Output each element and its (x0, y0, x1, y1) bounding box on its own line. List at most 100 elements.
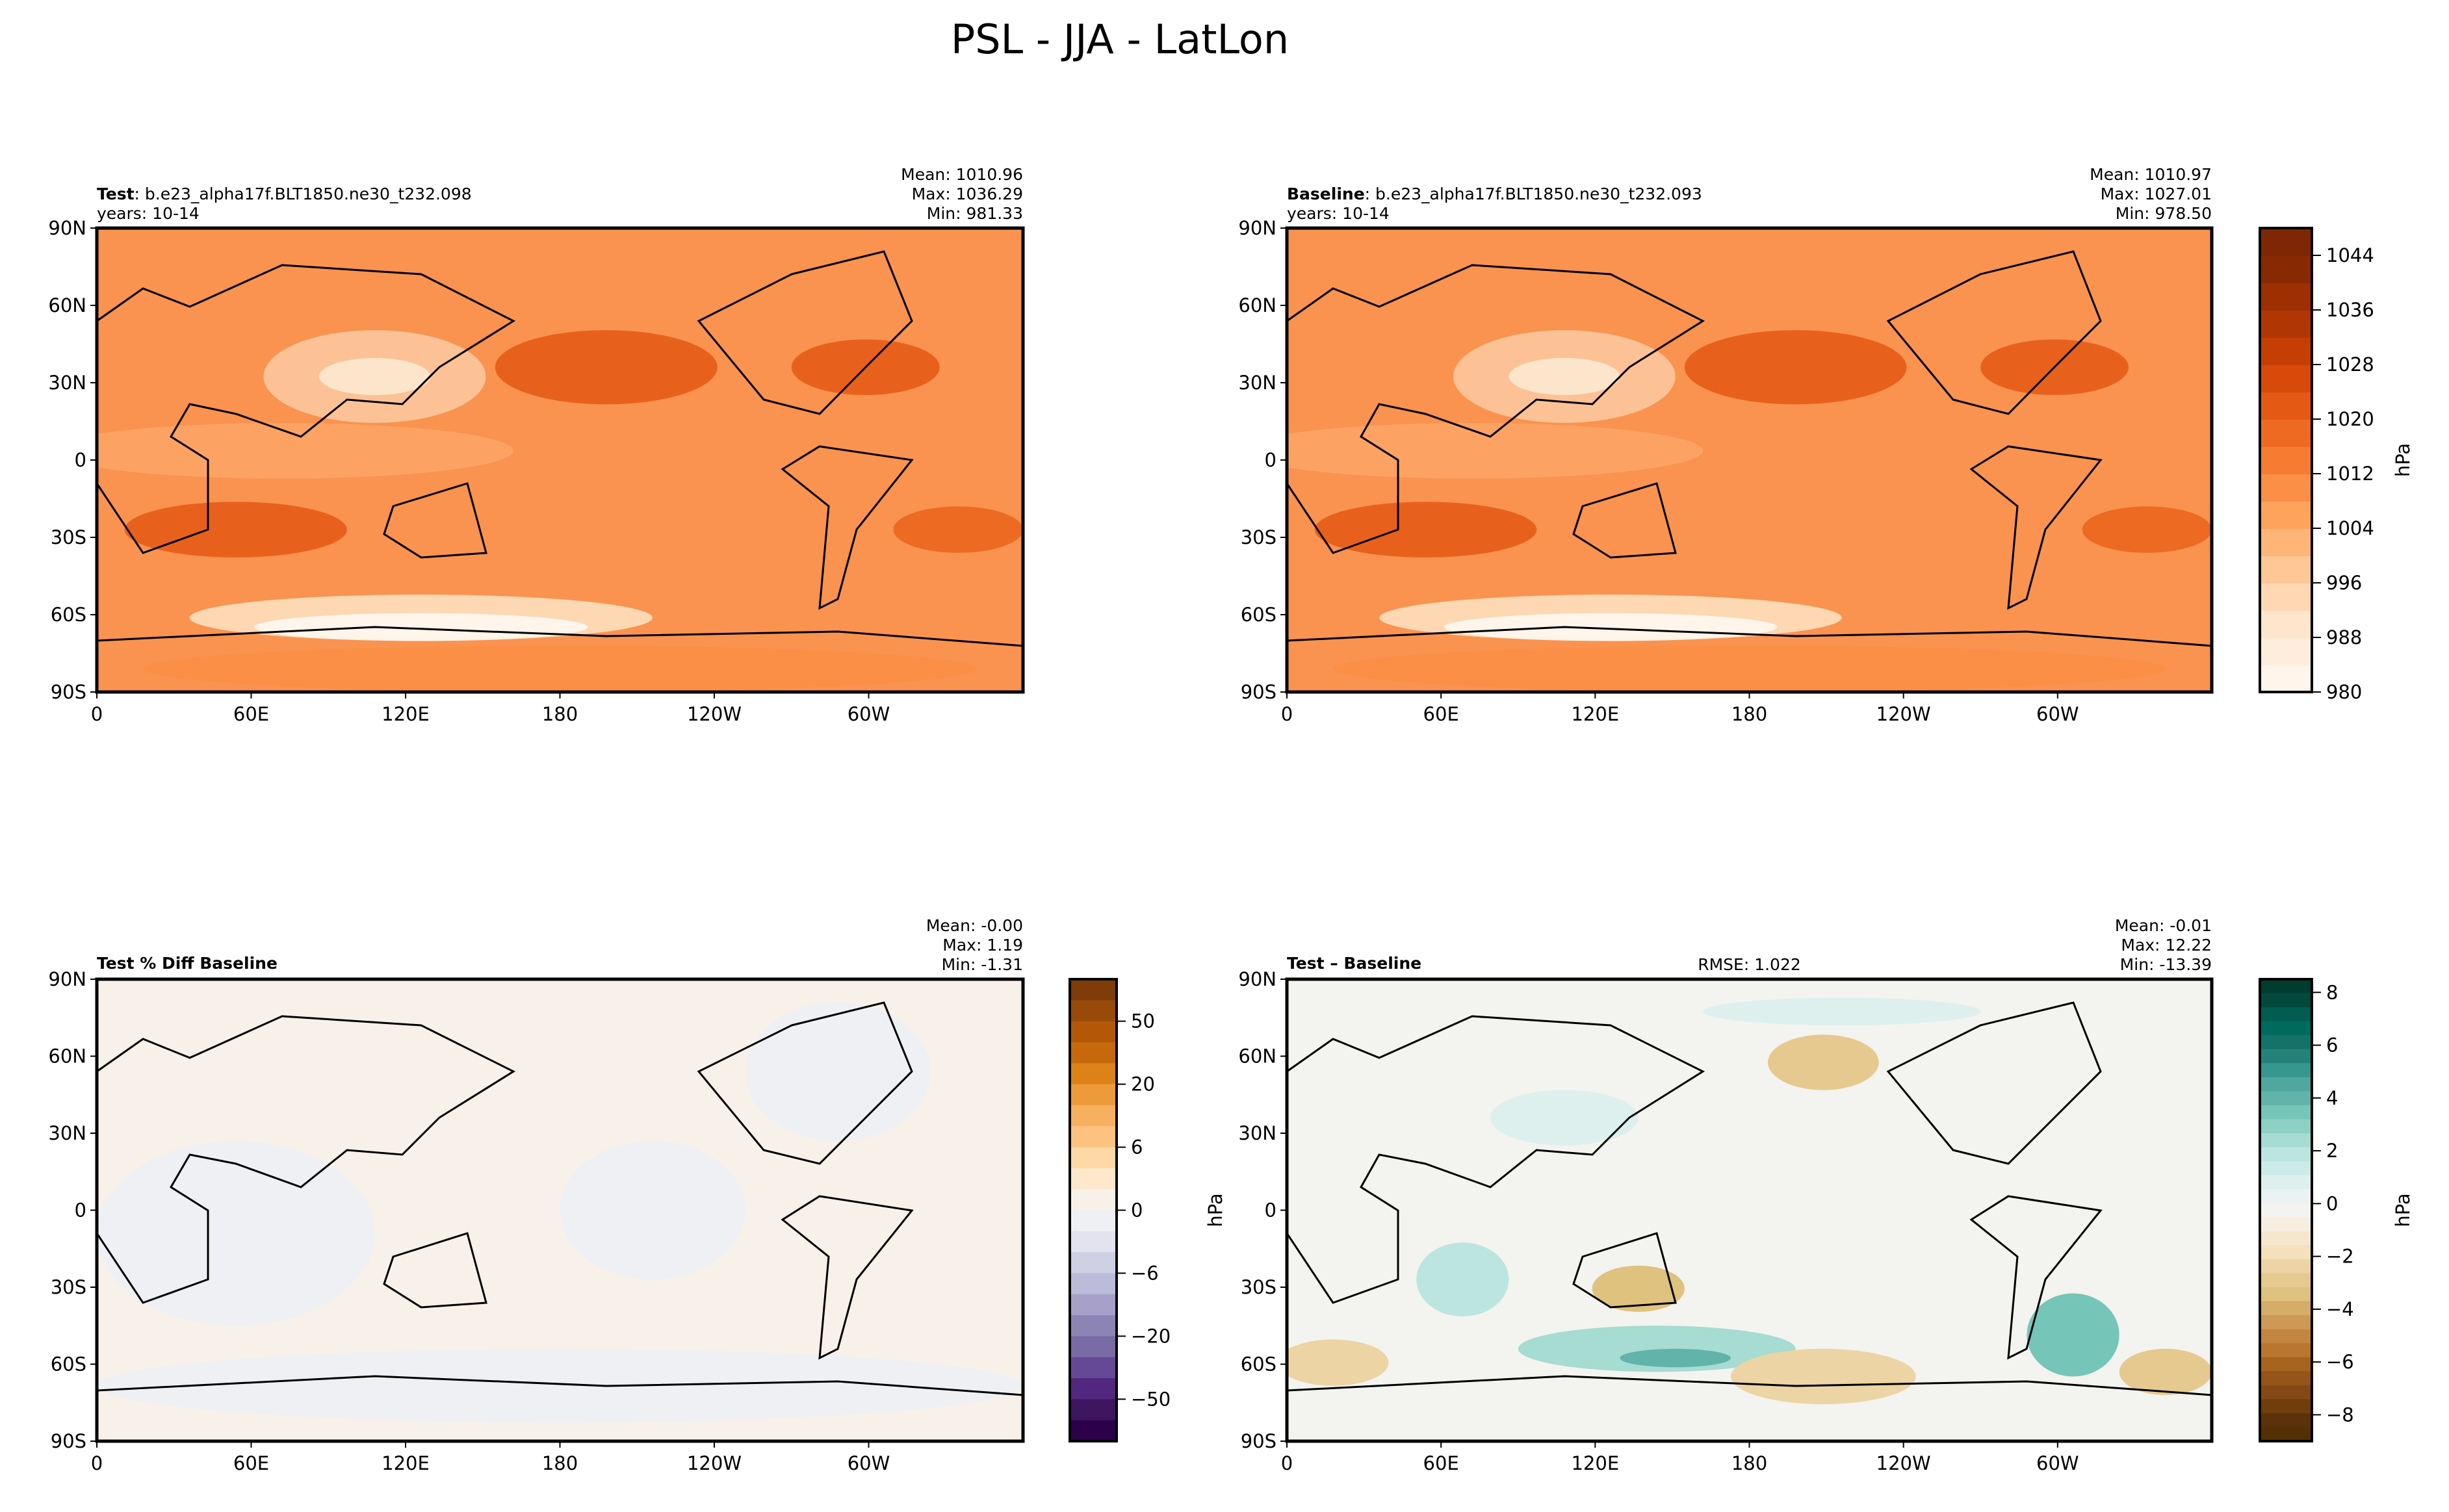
coastline (1287, 626, 2212, 692)
colorbar-tick-label: −20 (1131, 1325, 1171, 1347)
panel-title: Test % Diff Baseline (97, 954, 278, 973)
colorbar-abs: 980 988 996 1004 1012 1020 1028 1036 1044 hPa (2259, 227, 2414, 703)
field-contour (1314, 502, 1537, 557)
colorbar-swatch (1070, 1399, 1117, 1421)
colorbar-tick-label: 6 (2326, 1034, 2338, 1057)
colorbar-swatch (2260, 1385, 2312, 1400)
colorbar-swatch (2260, 419, 2312, 447)
colorbar-swatch (2260, 1147, 2312, 1162)
colorbar-swatch (2260, 1301, 2312, 1316)
y-tick-label: 30N (48, 372, 86, 394)
colorbar-tick-label: 1020 (2326, 408, 2374, 430)
colorbar-swatch (2260, 1049, 2312, 1064)
panel-stat: Max: 1036.29 (912, 185, 1023, 203)
x-tick-label: 180 (1731, 1452, 1767, 1474)
colorbar-swatch (2260, 392, 2312, 420)
y-tick-label: 0 (75, 1199, 86, 1222)
colorbar-swatch (2260, 1189, 2312, 1204)
coastline (697, 1001, 913, 1165)
colorbar-swatch (1070, 1420, 1117, 1442)
y-tick-label: 90N (48, 968, 86, 990)
field-contour (254, 613, 588, 641)
panel-stat: Max: 1.19 (942, 936, 1023, 955)
colorbar-swatch (2260, 979, 2312, 994)
y-tick-label: 60S (1241, 1353, 1276, 1376)
x-tick-label: 0 (91, 1452, 103, 1474)
colorbar-tick-label: 1012 (2326, 463, 2374, 485)
field-abs (1287, 228, 2212, 692)
x-tick-label: 180 (542, 703, 578, 725)
colorbar-swatch (2260, 610, 2312, 638)
colorbar-tick-label: 8 (2326, 981, 2338, 1003)
panel-stat: Max: 1027.01 (2101, 185, 2212, 203)
colorbar-swatch (2260, 1119, 2312, 1134)
field-contour (97, 422, 514, 479)
field-contour (1490, 1090, 1639, 1146)
x-tick-label: 60E (1423, 703, 1459, 725)
colorbar-swatch (1070, 1315, 1117, 1337)
panel-title-name: : b.e23_alpha17f.BLT1850.ne30_t232.093 (1365, 185, 1702, 203)
coastline (1969, 445, 2103, 610)
field-contour (495, 330, 718, 405)
colorbar-tick-label: 996 (2326, 572, 2362, 594)
field-contour (893, 506, 1023, 553)
field-contour (2027, 1293, 2119, 1377)
colorbar-tick-label: 0 (1131, 1199, 1143, 1222)
map-panel-baseline: 0 60E 120E 180 120W 60W 90N 60N 30N 0 30S 60S 90S Bas… (1238, 165, 2214, 725)
colorbar-swatch (1070, 1021, 1117, 1043)
colorbar-swatch (2260, 637, 2312, 665)
coastline (1287, 264, 1705, 554)
panel-stat: Min: 978.50 (2116, 204, 2212, 223)
field-contour (97, 1348, 1023, 1423)
y-tick-label: 90N (1238, 217, 1276, 239)
x-tick-label: 60W (2036, 1452, 2079, 1474)
colorbar-swatch (1070, 1147, 1117, 1169)
field-contour (1767, 1034, 1879, 1090)
map-panel-test: 0 60E 120E 180 120W 60W 90N 60N 30N 0 30S 60S 90S Tes… (48, 165, 1025, 725)
colorbar-swatch (2260, 1343, 2312, 1358)
colorbar-tick-label: −4 (2326, 1298, 2354, 1320)
colorbar-swatch (1070, 1210, 1117, 1232)
colorbar-tick-label: −8 (2326, 1403, 2354, 1426)
colorbar-swatch (2260, 1371, 2312, 1386)
y-tick-label: 60S (51, 604, 86, 626)
panel-title-bold: Test (97, 185, 135, 203)
y-tick-label: 60N (48, 1045, 86, 1068)
field-contour (143, 645, 977, 692)
colorbar-swatch (2260, 1203, 2312, 1218)
y-tick-label: 30N (1238, 372, 1276, 394)
coastline (1287, 1375, 2212, 1441)
field-contour (124, 502, 347, 557)
colorbar-swatch (2260, 474, 2312, 502)
y-tick-label: 0 (75, 449, 86, 471)
colorbar-swatch (2260, 1217, 2312, 1232)
colorbar-tick-label: 1028 (2326, 353, 2374, 376)
figure-title: PSL - JJA - LatLon (951, 16, 1289, 63)
x-tick-label: 180 (542, 1452, 578, 1474)
coastline (1886, 250, 2102, 415)
colorbar-swatch (2260, 255, 2312, 283)
colorbar-swatch (2260, 1035, 2312, 1050)
field-diff (1287, 979, 2212, 1441)
colorbar-swatch (2260, 556, 2312, 583)
colorbar-tick-label: −2 (2326, 1246, 2354, 1268)
y-tick-label: 60N (1238, 294, 1276, 316)
colorbar-swatch (2260, 501, 2312, 529)
field-contour (2082, 506, 2212, 553)
x-tick-label: 0 (1281, 703, 1293, 725)
y-tick-label: 30S (51, 1276, 86, 1298)
panel-stat: Mean: -0.00 (926, 916, 1023, 935)
colorbar-frame (2259, 978, 2313, 1442)
colorbar-label: hPa (2392, 1193, 2414, 1227)
colorbar-swatch (1070, 1357, 1117, 1379)
y-tick-label: 90S (51, 1430, 86, 1452)
map-panel-diff: 0 60E 120E 180 120W 60W 90N 60N 30N 0 30S 60S 90S Tes… (1238, 916, 2214, 1474)
colorbar-swatch (2260, 583, 2312, 611)
panel-years: years: 10-14 (97, 204, 200, 223)
x-tick-label: 60E (1423, 1452, 1459, 1474)
colorbar-tick-label: 988 (2326, 626, 2362, 648)
y-tick-label: 60N (1238, 1045, 1276, 1068)
y-tick-label: 90S (1241, 1430, 1276, 1452)
field-contour (1333, 645, 2166, 692)
colorbar-swatch (2260, 1077, 2312, 1092)
